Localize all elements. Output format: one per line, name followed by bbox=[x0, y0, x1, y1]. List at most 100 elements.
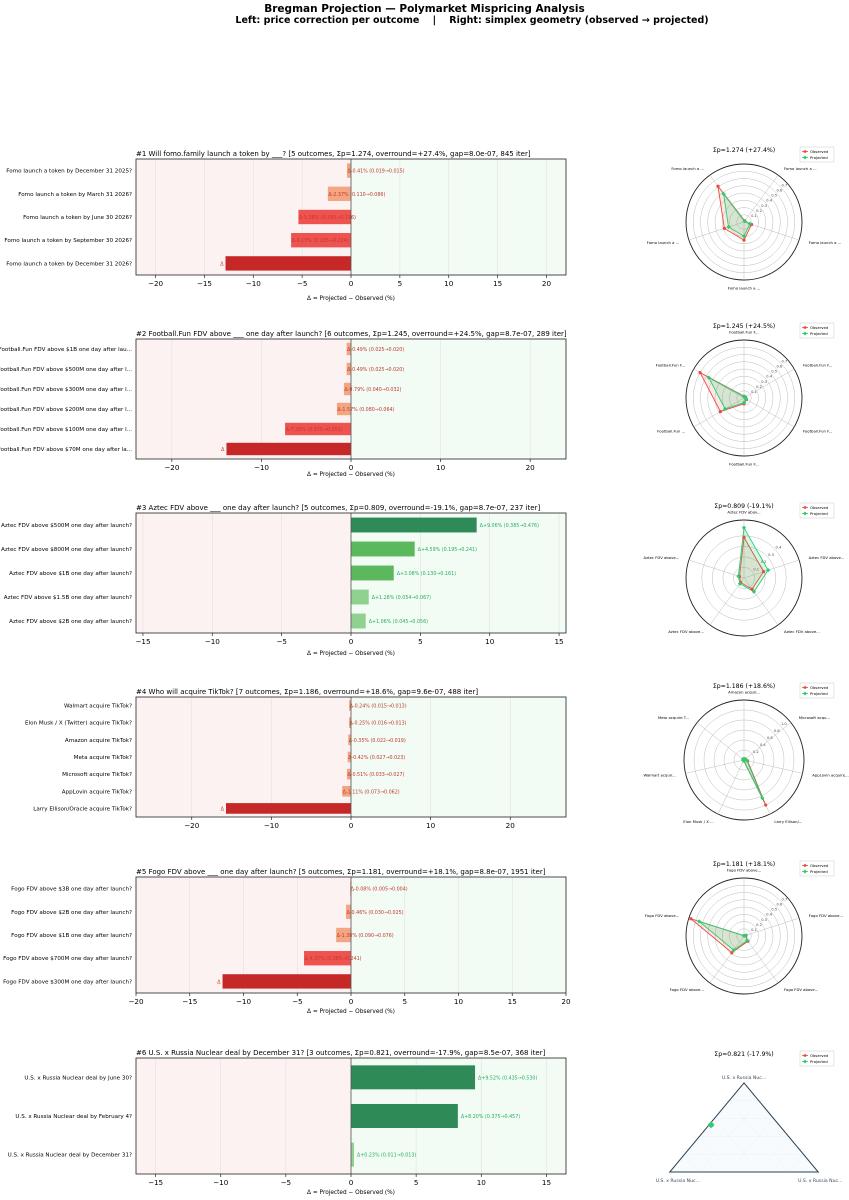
observed-polygon bbox=[739, 535, 765, 590]
chart-panel-4: #4 Who will acquire TikTok? [7 outcomes,… bbox=[25, 688, 567, 830]
projected-point bbox=[737, 581, 742, 586]
radar-tick-label: 0.2 bbox=[756, 385, 762, 389]
radar-tick-label: 0.3 bbox=[761, 918, 767, 922]
category-label: AppLovin acquire TikTok? bbox=[62, 789, 132, 795]
projected-point bbox=[747, 221, 753, 227]
radar-tick-label: 0.4 bbox=[766, 375, 772, 379]
bar bbox=[351, 541, 415, 557]
category-label: Larry Ellison/Oracle acquire TikTok? bbox=[33, 806, 132, 812]
category-label: Fomo launch a token by March 31 2026? bbox=[18, 192, 132, 198]
bar bbox=[351, 517, 477, 533]
radar-tick-label: 0.4 bbox=[760, 743, 766, 747]
radar-axis-label: Aztec FDV above... bbox=[644, 555, 680, 560]
data-label: Δ-0.25% (0.016→0.013) bbox=[350, 721, 407, 727]
radar-axis-label: Football.Fun F... bbox=[656, 363, 685, 368]
radar-title: Σp=0.809 (-19.1%) bbox=[714, 503, 773, 510]
legend-observed-marker bbox=[803, 686, 807, 689]
data-label: Δ+0.23% (0.011→0.013) bbox=[357, 1153, 416, 1159]
data-label: Δ bbox=[220, 261, 224, 267]
x-tick-label: 15 bbox=[554, 637, 563, 646]
x-tick-label: 20 bbox=[506, 821, 516, 830]
projected-point bbox=[741, 234, 747, 239]
radar-axis-label: Fomo launch a ... bbox=[728, 286, 761, 291]
panels: #1 Will fomo.family launch a token by __… bbox=[0, 146, 849, 1196]
legend-projected-marker bbox=[803, 869, 807, 874]
radar-spoke bbox=[743, 917, 800, 937]
radar-axis-label: Football.Fun F... bbox=[729, 330, 758, 335]
radar-spoke bbox=[688, 221, 745, 241]
data-label: Δ bbox=[221, 447, 225, 453]
legend-projected-label: Projected bbox=[810, 155, 828, 160]
x-tick-label: 15 bbox=[508, 997, 517, 1006]
data-label: Δ-5.38% (0.250→0.196) bbox=[299, 215, 356, 221]
radar-tick-label: 0.7 bbox=[782, 359, 788, 363]
radar-spoke bbox=[685, 759, 745, 774]
x-tick-label: −20 bbox=[148, 279, 164, 288]
radar-tick-label: 0.7 bbox=[782, 897, 788, 901]
data-label: Δ+4.59% (0.195→0.241) bbox=[418, 547, 477, 553]
x-tick-label: 20 bbox=[526, 463, 536, 472]
category-label: Aztec FDV above $2B one day after launch… bbox=[9, 619, 132, 625]
category-label: Football.Fun FDV above $1B one day after… bbox=[0, 347, 132, 353]
x-tick-label: 10 bbox=[436, 463, 446, 472]
category-label: U.S. x Russia Nuclear deal by December 3… bbox=[8, 1153, 132, 1159]
x-tick-label: −15 bbox=[148, 1178, 163, 1187]
data-label: Δ-0.24% (0.015→0.013) bbox=[350, 704, 407, 710]
radar-tick-label: 0.1 bbox=[753, 568, 759, 572]
radar-axis-label: Elon Musk / X ... bbox=[683, 819, 713, 824]
bar bbox=[346, 342, 351, 356]
projected-point bbox=[743, 933, 748, 938]
negative-region bbox=[136, 697, 351, 817]
legend-projected-label: Projected bbox=[810, 1059, 828, 1064]
radar-spoke bbox=[743, 397, 795, 428]
data-label: Δ-0.49% (0.025→0.020) bbox=[347, 367, 404, 373]
observed-point bbox=[722, 226, 726, 230]
observed-point bbox=[761, 570, 766, 574]
figure-title: Bregman Projection — Polymarket Misprici… bbox=[264, 3, 584, 15]
data-label: Δ-7.36% (0.375→0.301) bbox=[286, 427, 343, 433]
radar-title: Σp=0.821 (-17.9%) bbox=[714, 1051, 773, 1058]
legend-observed-label: Observed bbox=[810, 325, 829, 330]
radar-tick-label: 0.8 bbox=[774, 729, 780, 733]
projected-polygon bbox=[737, 526, 769, 593]
x-tick-label: 5 bbox=[418, 637, 423, 646]
bar bbox=[291, 233, 351, 248]
chart-panel-1: #1 Will fomo.family launch a token by __… bbox=[4, 150, 567, 302]
radar-spoke bbox=[696, 722, 745, 761]
radar-axis-label: Fogo FDV above... bbox=[784, 987, 818, 992]
observed-point bbox=[742, 535, 746, 540]
simplex-triangle bbox=[668, 1082, 820, 1173]
radar-spoke bbox=[743, 577, 779, 626]
radar-axis-label: Fomo launch a ... bbox=[671, 166, 704, 171]
data-label: Δ+1.06% (0.045→0.056) bbox=[369, 619, 428, 625]
radar-spoke bbox=[743, 935, 779, 984]
radar-axis-label: Football.Fun F... bbox=[729, 462, 758, 467]
x-tick-label: −10 bbox=[213, 1178, 229, 1187]
legend-observed-label: Observed bbox=[810, 505, 829, 510]
radar-axis-label: Fogo FDV above... bbox=[727, 868, 761, 873]
data-label: Δ bbox=[221, 806, 225, 812]
x-tick-label: −15 bbox=[182, 997, 197, 1006]
radar-spoke bbox=[693, 397, 745, 428]
bar bbox=[346, 768, 351, 780]
data-label: Δ-1.57% (0.080→0.064) bbox=[337, 407, 394, 413]
radar-axis-label: Meta acquire T... bbox=[658, 715, 689, 720]
legend-observed-label: Observed bbox=[810, 685, 829, 690]
bar bbox=[351, 1104, 458, 1128]
x-tick-label: −20 bbox=[184, 821, 200, 830]
legend-projected-marker bbox=[803, 155, 807, 160]
radar-axis-label: Aztec FDV abov... bbox=[727, 510, 760, 515]
category-label: Football.Fun FDV above $100M one day aft… bbox=[0, 427, 132, 433]
x-axis-label: Δ = Projected − Observed (%) bbox=[307, 296, 395, 302]
data-label: Δ+3.08% (0.130→0.161) bbox=[397, 571, 456, 577]
radar-title: Σp=1.274 (+27.4%) bbox=[713, 147, 775, 154]
projected-point bbox=[760, 795, 765, 801]
x-tick-label: 5 bbox=[398, 279, 403, 288]
radar-axis-label: Football.Fun ... bbox=[657, 429, 685, 434]
data-label: Δ-0.35% (0.022→0.019) bbox=[349, 738, 406, 744]
x-tick-label: 0 bbox=[349, 637, 354, 646]
vertex-label: U.S. x Russia Nuc... bbox=[798, 1178, 842, 1184]
radar-axis-label: Microsoft acqu... bbox=[799, 715, 830, 720]
